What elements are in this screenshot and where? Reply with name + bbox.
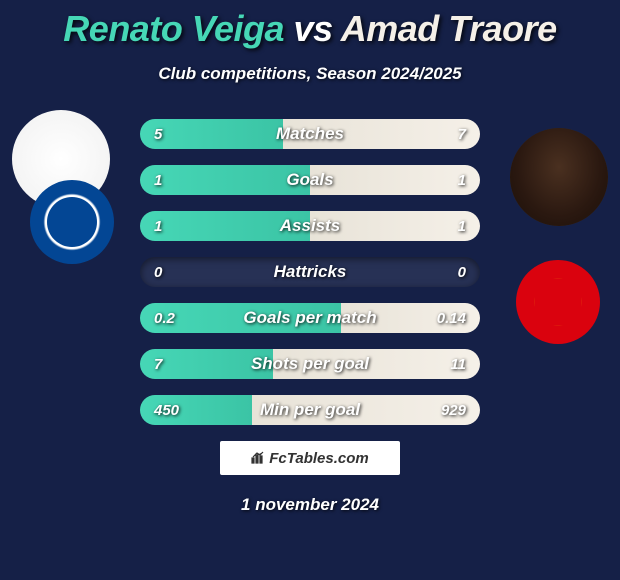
watermark-text: FcTables.com xyxy=(269,450,368,467)
stat-bar: 0.2 Goals per match 0.14 xyxy=(140,303,480,333)
stat-row-goals-per-match: 0.2 Goals per match 0.14 xyxy=(0,303,620,333)
stat-bar-left xyxy=(140,165,310,195)
stat-value-right: 1 xyxy=(458,172,466,189)
stat-value-right: 7 xyxy=(458,126,466,143)
player2-name: Amad Traore xyxy=(341,8,557,49)
stat-bar: 450 Min per goal 929 xyxy=(140,395,480,425)
stat-label: Matches xyxy=(276,124,344,144)
stat-value-right: 0.14 xyxy=(437,310,466,327)
player1-name: Renato Veiga xyxy=(63,8,284,49)
stat-row-shots-per-goal: 7 Shots per goal 11 xyxy=(0,349,620,379)
stat-bar: 5 Matches 7 xyxy=(140,119,480,149)
stats-container: 5 Matches 7 1 Goals 1 1 Assists 1 0 Hatt… xyxy=(0,119,620,425)
stat-value-right: 0 xyxy=(458,264,466,281)
watermark-badge: FcTables.com xyxy=(220,441,400,475)
stat-label: Goals xyxy=(286,170,333,190)
stat-value-right: 11 xyxy=(450,356,466,373)
stat-label: Goals per match xyxy=(243,308,376,328)
stat-value-left: 450 xyxy=(154,402,179,419)
comparison-title: Renato Veiga vs Amad Traore xyxy=(0,0,620,50)
stat-bar: 0 Hattricks 0 xyxy=(140,257,480,287)
stat-value-left: 5 xyxy=(154,126,162,143)
stat-value-right: 1 xyxy=(458,218,466,235)
stat-bar: 1 Assists 1 xyxy=(140,211,480,241)
competition-subtitle: Club competitions, Season 2024/2025 xyxy=(0,64,620,84)
stat-value-left: 1 xyxy=(154,218,162,235)
stat-bar: 7 Shots per goal 11 xyxy=(140,349,480,379)
stat-row-assists: 1 Assists 1 xyxy=(0,211,620,241)
stat-bar-right xyxy=(310,165,480,195)
stat-value-left: 0.2 xyxy=(154,310,175,327)
stat-value-left: 0 xyxy=(154,264,162,281)
stat-row-hattricks: 0 Hattricks 0 xyxy=(0,257,620,287)
stat-row-goals: 1 Goals 1 xyxy=(0,165,620,195)
vs-text: vs xyxy=(294,8,333,49)
stat-value-left: 1 xyxy=(154,172,162,189)
chart-icon xyxy=(251,450,265,467)
stat-value-left: 7 xyxy=(154,356,162,373)
stat-bar: 1 Goals 1 xyxy=(140,165,480,195)
stat-row-matches: 5 Matches 7 xyxy=(0,119,620,149)
stat-label: Hattricks xyxy=(274,262,347,282)
stat-label: Min per goal xyxy=(260,400,360,420)
stat-label: Assists xyxy=(280,216,340,236)
stat-value-right: 929 xyxy=(441,402,466,419)
stat-row-min-per-goal: 450 Min per goal 929 xyxy=(0,395,620,425)
comparison-date: 1 november 2024 xyxy=(0,495,620,515)
stat-label: Shots per goal xyxy=(251,354,369,374)
